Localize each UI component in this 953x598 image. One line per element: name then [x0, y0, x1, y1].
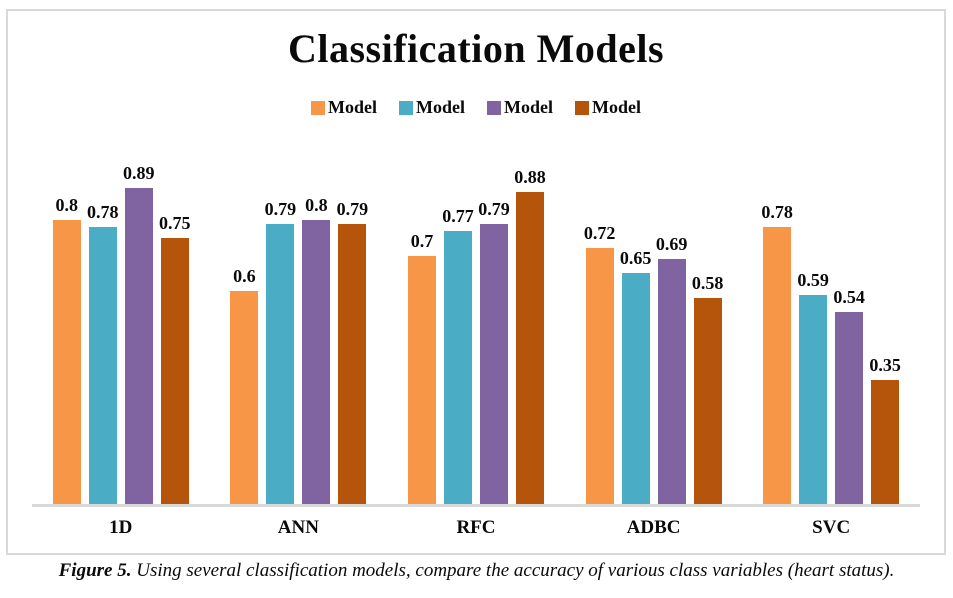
bar-svc-series2	[799, 295, 828, 504]
bar-1d-series1	[52, 220, 81, 504]
bar-value-label: 0.78	[87, 202, 119, 222]
bar-group-svc: 0.78 0.59 0.54 0.35	[761, 202, 901, 504]
bar-value-label: 0.79	[336, 199, 369, 219]
bar-wrap: 0.8	[302, 195, 331, 504]
bar-wrap: 0.78	[761, 202, 793, 504]
bar-value-label: 0.72	[583, 223, 616, 243]
bar-adbc-series1	[585, 248, 614, 504]
bar-wrap: 0.58	[691, 273, 724, 504]
plot-area: 0.8 0.78 0.89 0.75 0.6 0.79 0.8 0.79 0.7 0.77 0.79…	[32, 149, 920, 504]
bar-value-label: 0.78	[761, 202, 793, 222]
bar-adbc-series3	[657, 259, 686, 504]
bar-wrap: 0.79	[336, 199, 369, 504]
bar-wrap: 0.89	[123, 163, 155, 504]
bar-wrap: 0.54	[833, 287, 865, 504]
bar-group-adbc: 0.72 0.65 0.69 0.58	[583, 223, 724, 504]
bar-wrap: 0.79	[478, 199, 510, 504]
bar-group-1d: 0.8 0.78 0.89 0.75	[52, 163, 191, 504]
bar-group-rfc: 0.7 0.77 0.79 0.88	[407, 167, 546, 504]
bar-wrap: 0.59	[797, 270, 829, 504]
x-axis-line	[32, 504, 920, 507]
legend-swatch-icon	[575, 100, 589, 115]
bar-value-label: 0.8	[55, 195, 79, 215]
category-axis: 1D ANN RFC ADBC SVC	[32, 517, 920, 539]
bar-rfc-series3	[479, 224, 508, 504]
bar-value-label: 0.54	[833, 287, 865, 307]
bar-rfc-series4	[515, 192, 544, 504]
bar-ann-series4	[338, 224, 367, 504]
bar-rfc-series1	[407, 256, 436, 504]
legend-label: Model	[416, 97, 465, 117]
bar-value-label: 0.7	[410, 231, 434, 251]
legend-label: Model	[504, 97, 553, 117]
bar-value-label: 0.75	[159, 213, 191, 233]
figure-caption-label: Figure 5.	[58, 560, 132, 581]
legend-swatch-icon	[311, 100, 325, 115]
bar-1d-series2	[88, 227, 117, 504]
category-label-rfc: RFC	[456, 517, 496, 538]
bar-wrap: 0.88	[514, 167, 546, 504]
bar-value-label: 0.69	[655, 234, 688, 254]
legend-item-1: Model	[311, 97, 377, 118]
bar-value-label: 0.77	[442, 206, 474, 226]
bar-value-label: 0.79	[264, 199, 297, 219]
legend-item-3: Model	[487, 97, 553, 118]
figure-caption-text: Using several classification models, com…	[131, 560, 895, 581]
category-label-1d: 1D	[109, 517, 133, 538]
bar-value-label: 0.59	[797, 270, 829, 290]
bar-svc-series1	[763, 227, 792, 504]
bar-wrap: 0.79	[264, 199, 297, 504]
bar-ann-series3	[302, 220, 331, 504]
chart-frame: Classification Models Model Model Model Mod…	[6, 9, 946, 555]
bar-wrap: 0.65	[619, 248, 652, 504]
bar-value-label: 0.58	[691, 273, 724, 293]
category-label-ann: ANN	[277, 517, 319, 538]
bar-1d-series4	[160, 238, 189, 504]
bar-value-label: 0.8	[305, 195, 328, 215]
figure-caption: Figure 5. Using several classification m…	[0, 560, 953, 582]
category-label-svc: SVC	[812, 517, 851, 538]
legend-label: Model	[328, 97, 377, 117]
legend-item-4: Model	[575, 97, 641, 118]
bar-value-label: 0.88	[514, 167, 546, 187]
bar-wrap: 0.77	[442, 206, 474, 504]
bar-wrap: 0.78	[87, 202, 119, 504]
legend-swatch-icon	[487, 100, 501, 115]
chart-title: Classification Models	[287, 26, 665, 71]
bar-wrap: 0.35	[869, 355, 901, 504]
bar-value-label: 0.65	[619, 248, 652, 268]
bar-svc-series3	[835, 312, 864, 504]
chart-legend: Model Model Model Model	[8, 97, 944, 118]
bar-rfc-series2	[443, 231, 472, 504]
bar-ann-series1	[230, 291, 259, 504]
bar-1d-series3	[124, 188, 153, 504]
bar-svc-series4	[871, 380, 900, 504]
bar-value-label: 0.89	[123, 163, 155, 183]
bar-wrap: 0.6	[230, 266, 259, 504]
bar-group-ann: 0.6 0.79 0.8 0.79	[230, 195, 369, 504]
bar-wrap: 0.7	[407, 231, 436, 504]
bar-value-label: 0.6	[233, 266, 256, 286]
legend-item-2: Model	[399, 97, 465, 118]
bar-value-label: 0.79	[478, 199, 510, 219]
legend-label: Model	[592, 97, 641, 117]
bar-wrap: 0.75	[159, 213, 191, 504]
legend-swatch-icon	[399, 100, 413, 115]
bar-adbc-series4	[693, 298, 722, 504]
category-label-adbc: ADBC	[626, 517, 681, 538]
bar-adbc-series2	[621, 273, 650, 504]
bar-ann-series2	[266, 224, 295, 504]
bar-wrap: 0.8	[52, 195, 81, 504]
bar-wrap: 0.72	[583, 223, 616, 504]
bar-value-label: 0.35	[869, 355, 901, 375]
bar-wrap: 0.69	[655, 234, 688, 504]
